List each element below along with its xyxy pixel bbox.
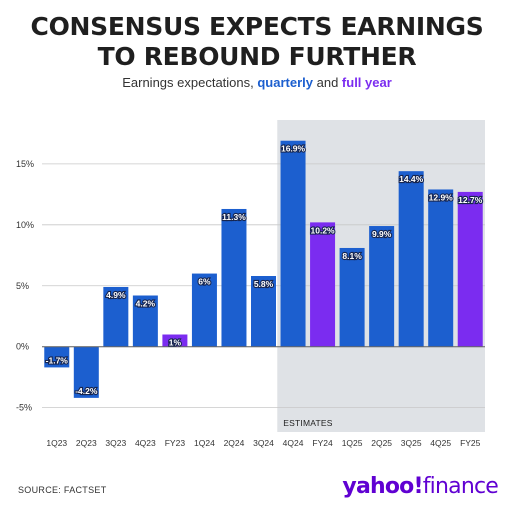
bar (339, 247, 365, 347)
x-tick-label: 1Q25 (342, 438, 363, 448)
x-tick-label: FY24 (312, 438, 333, 448)
data-label: 4.2% (136, 299, 156, 309)
x-tick-label: 4Q25 (430, 438, 451, 448)
data-label: 11.3% (222, 212, 246, 222)
bar (44, 346, 70, 368)
x-tick-label: 1Q23 (46, 438, 67, 448)
subtitle-prefix: Earnings expectations, (122, 75, 258, 90)
x-tick-label: 2Q25 (371, 438, 392, 448)
data-label: 8.1% (342, 251, 362, 261)
bar (457, 191, 483, 347)
data-label: 1% (169, 338, 182, 348)
bar (280, 140, 306, 347)
x-tick-label: 1Q24 (194, 438, 215, 448)
bar (428, 189, 454, 347)
bar (191, 273, 217, 347)
estimates-label: ESTIMATES (283, 418, 332, 428)
data-label: 14.4% (399, 174, 424, 184)
data-label: 9.9% (372, 229, 392, 239)
bar (132, 295, 158, 347)
data-label: 5.8% (254, 279, 274, 289)
x-tick-label: 2Q23 (76, 438, 97, 448)
data-label: 6% (198, 277, 211, 287)
chart-title-line-1: CONSENSUS EXPECTS EARNINGS (30, 12, 484, 41)
subtitle-and: and (313, 75, 342, 90)
data-label: -4.2% (75, 386, 98, 396)
x-tick-label: FY23 (165, 438, 186, 448)
bar (221, 208, 247, 347)
data-label: 12.9% (429, 192, 454, 202)
data-label: 12.7% (458, 195, 483, 205)
chart-subtitle: Earnings expectations, quarterly and ful… (0, 75, 514, 90)
y-tick-label: 0% (16, 342, 29, 352)
yahoo-finance-logo: yahoo!finance (342, 474, 498, 499)
x-tick-label: 3Q24 (253, 438, 274, 448)
logo-finance: finance (422, 474, 499, 499)
data-label: 16.9% (281, 144, 306, 154)
bar (73, 346, 99, 398)
y-tick-label: 15% (16, 159, 34, 169)
x-tick-label: 3Q25 (401, 438, 422, 448)
y-tick-label: 5% (16, 281, 29, 291)
data-label: 10.2% (311, 225, 336, 235)
data-label: 4.9% (106, 290, 126, 300)
bar (251, 276, 276, 347)
bar (310, 222, 336, 347)
bar (398, 171, 424, 347)
bar (369, 226, 395, 347)
source-note: SOURCE: FACTSET (18, 485, 107, 495)
chart-title-line-2: TO REBOUND FURTHER (97, 42, 417, 71)
x-tick-label: 4Q23 (135, 438, 156, 448)
data-label: -1.7% (46, 355, 69, 365)
x-tick-label: 4Q24 (283, 438, 304, 448)
x-tick-label: 2Q24 (224, 438, 245, 448)
subtitle-full-year: full year (341, 75, 392, 90)
x-tick-label: 3Q23 (105, 438, 126, 448)
y-tick-label: 10% (16, 220, 34, 230)
y-tick-label: -5% (16, 403, 32, 413)
subtitle-quarterly: quarterly (257, 75, 313, 90)
logo-yahoo: yahoo! (342, 474, 423, 499)
bar (103, 286, 129, 347)
x-tick-label: FY25 (460, 438, 481, 448)
bar (162, 334, 188, 347)
